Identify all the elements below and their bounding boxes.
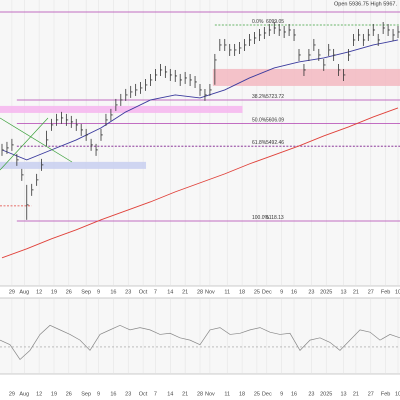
x-tick-label: 21	[182, 391, 188, 397]
fib-label: 50.0%	[252, 117, 267, 123]
x-tick-label: 25	[254, 391, 260, 397]
x-tick-label: 16	[291, 391, 297, 397]
x-tick-label: 23	[125, 391, 131, 397]
fib-label: 61.8%	[252, 140, 267, 146]
x-tick-label: Oct	[139, 289, 148, 295]
x-tick-label: 12	[36, 289, 42, 295]
x-tick-label: 10	[395, 391, 400, 397]
x-tick-label: 21	[182, 289, 188, 295]
x-tick-label: 9	[280, 289, 283, 295]
x-tick-label: Sep	[81, 289, 91, 295]
x-tick-label: Sep	[81, 391, 91, 397]
fib-value: 5118.13	[266, 215, 284, 221]
trendline	[0, 117, 73, 163]
x-tick-label: 16	[110, 391, 116, 397]
fib-value: 5723.72	[266, 94, 284, 100]
fib-value: 6099.05	[266, 19, 284, 25]
x-tick-label: 19	[51, 289, 57, 295]
x-tick-label: 14	[167, 289, 173, 295]
x-tick-label: 26	[66, 289, 72, 295]
x-tick-label: 19	[51, 391, 57, 397]
x-tick-label: 16	[110, 289, 116, 295]
x-tick-label: Oct	[139, 391, 148, 397]
rsi-line	[0, 324, 400, 361]
x-tick-label: 7	[154, 289, 157, 295]
zone	[0, 161, 147, 169]
x-tick-label: 27	[368, 391, 374, 397]
x-tick-label: 2025	[320, 289, 332, 295]
x-tick-label: 7	[154, 391, 157, 397]
x-tick-label: 9	[280, 391, 283, 397]
x-tick-label: Nov	[205, 289, 215, 295]
x-tick-label: Dec	[262, 289, 272, 295]
trendline	[0, 117, 49, 171]
x-tick-label: 12	[36, 391, 42, 397]
moving-average	[1, 39, 399, 161]
x-tick-label: 13	[340, 289, 346, 295]
x-tick-label: 21	[353, 391, 359, 397]
fib-label: 100.0%	[252, 215, 270, 221]
x-tick-label: 16	[291, 289, 297, 295]
x-tick-label: 11	[224, 391, 230, 397]
x-tick-label: 2025	[320, 391, 332, 397]
zone	[212, 68, 400, 86]
x-tick-label: 23	[308, 391, 314, 397]
x-tick-label: 28	[197, 391, 203, 397]
x-tick-label: 11	[224, 289, 230, 295]
zone	[0, 105, 243, 113]
x-tick-label: 10	[395, 289, 400, 295]
x-tick-label: Feb	[381, 391, 390, 397]
x-tick-label: 13	[340, 391, 346, 397]
plot: 0.0% 6099.05 38.2% 5723.72 50.0% 5606.09 61.8%…	[0, 11, 400, 361]
fib-value: 5606.09	[266, 117, 284, 123]
x-tick-label: Nov	[205, 391, 215, 397]
x-tick-label: 25	[254, 289, 260, 295]
x-tick-label: Aug	[19, 391, 29, 397]
x-tick-label: 21	[353, 289, 359, 295]
x-tick-label: Dec	[262, 391, 272, 397]
x-tick-label: 26	[66, 391, 72, 397]
x-tick-label: 18	[239, 391, 245, 397]
x-tick-label: 23	[125, 289, 131, 295]
fib-value: 5492.46	[266, 140, 284, 146]
header: Open 5936.75 High 5967.	[334, 1, 397, 7]
x-tick-label: Feb	[381, 289, 390, 295]
x-tick-label: 29	[9, 289, 15, 295]
x-tick-label: 9	[97, 289, 100, 295]
x-tick-label: 28	[197, 289, 203, 295]
x-tick-label: 29	[9, 391, 15, 397]
x-tick-label: 9	[97, 391, 100, 397]
x-tick-label: 18	[239, 289, 245, 295]
fib-label: 38.2%	[252, 94, 267, 100]
fib-label: 0.0%	[252, 19, 264, 25]
x-tick-label: 23	[308, 289, 314, 295]
x-tick-label: 27	[368, 289, 374, 295]
moving-average	[1, 107, 399, 259]
x-tick-label: Aug	[19, 289, 29, 295]
x-tick-label: 14	[167, 391, 173, 397]
